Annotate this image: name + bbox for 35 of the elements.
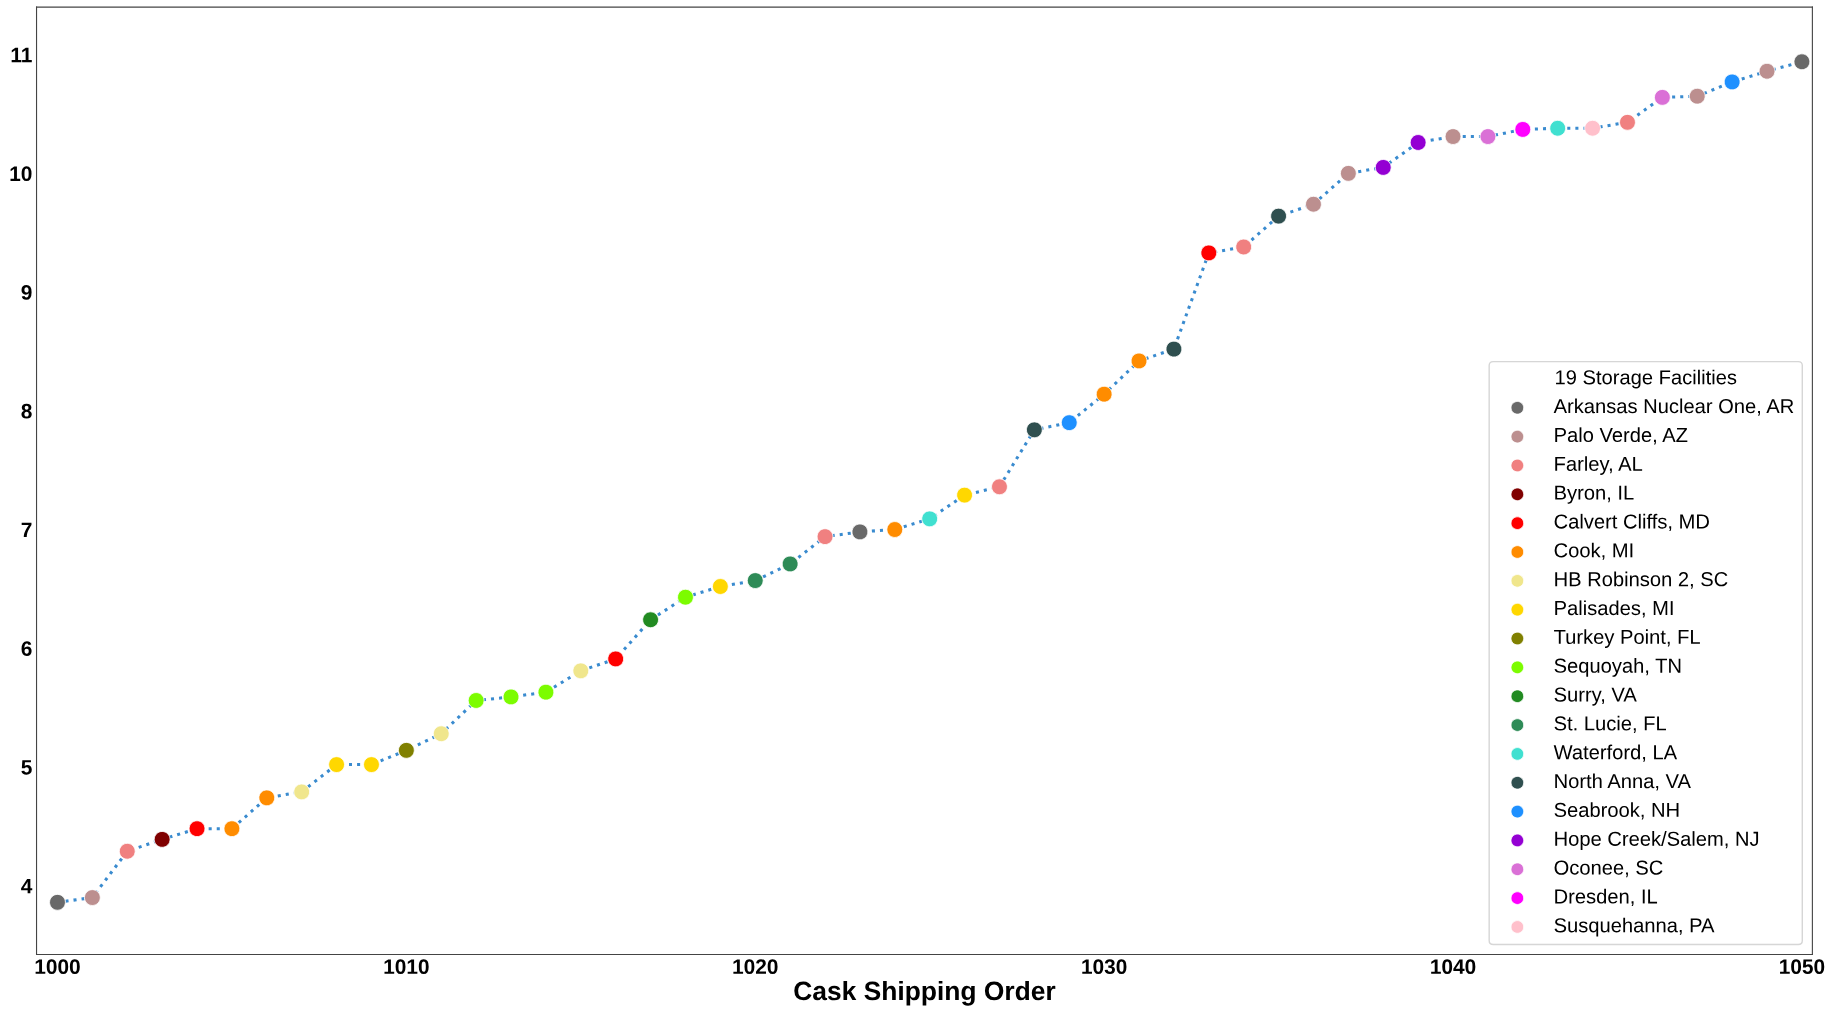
legend-label: Palisades, MI [1555, 600, 1673, 618]
legend-label: Palo Verde, AZ [1555, 427, 1688, 445]
x-tick-label: 1010 [384, 959, 429, 975]
y-tick-label: 4 [21, 878, 33, 894]
y-tick-label: 11 [11, 47, 32, 63]
legend-title: 19 Storage Facilities [1556, 369, 1737, 389]
y-tick-label: 7 [21, 522, 32, 538]
x-tick-label: 1030 [1082, 959, 1127, 975]
x-tick-label: 1020 [733, 959, 778, 975]
legend-label: Waterford, LA [1553, 744, 1678, 762]
legend-label: Calvert Cliffs, MD [1554, 513, 1709, 532]
y-tick-label: 10 [10, 166, 32, 182]
legend-label: HB Robinson 2, SC [1555, 571, 1728, 589]
legend-label: Turkey Point, FL [1554, 629, 1700, 648]
legend-label: Dresden, IL [1555, 888, 1658, 906]
legend-label: North Anna, VA [1555, 773, 1691, 791]
legend-label: Byron, IL [1555, 485, 1634, 504]
y-tick-label: 8 [21, 403, 32, 419]
legend-label: Susquehanna, PA [1554, 917, 1715, 937]
legend-label: Cook, MI [1554, 542, 1633, 560]
y-tick-label: 6 [21, 641, 32, 656]
y-tick-label: 9 [21, 285, 32, 300]
legend-label: St. Lucie, FL [1554, 715, 1666, 733]
legend-label: Hope Creek/Salem, NJ [1555, 831, 1759, 850]
legend-label: Sequoyah, TN [1554, 658, 1681, 677]
legend-label: Arkansas Nuclear One, AR [1553, 398, 1794, 416]
legend-label: Farley, AL [1555, 456, 1643, 475]
legend-label: Surry, VA [1554, 687, 1637, 706]
legend-label: Oconee, SC [1554, 860, 1663, 878]
legend-label: Seabrook, NH [1554, 802, 1679, 820]
x-axis-title: Cask Shipping Order [794, 980, 1056, 1006]
x-tick-label: 1040 [1431, 959, 1476, 975]
y-tick-label: 5 [21, 760, 32, 775]
x-tick-label: 1050 [1780, 959, 1825, 975]
x-tick-label: 1000 [35, 959, 80, 975]
